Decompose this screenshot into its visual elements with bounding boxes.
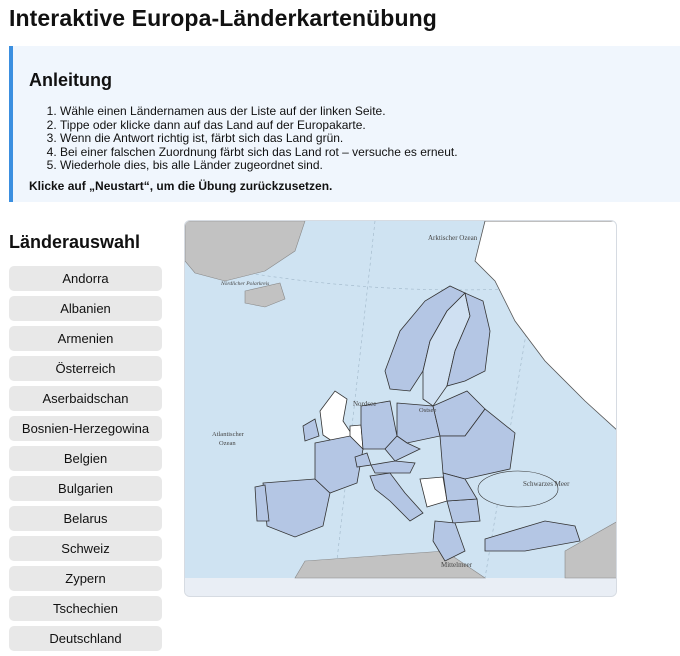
instructions-panel: Anleitung Wähle einen Ländernamen aus de… — [9, 46, 680, 202]
russia-landmass — [474, 221, 616, 430]
map-label-baltic: Ostsee — [419, 407, 436, 414]
country-button-bosnien-herzegowina[interactable]: Bosnien-Herzegowina — [9, 416, 162, 441]
country-turkey[interactable] — [484, 520, 581, 552]
country-czechia[interactable] — [384, 435, 421, 462]
country-button-albanien[interactable]: Albanien — [9, 296, 162, 321]
country-romania[interactable] — [442, 472, 478, 502]
instruction-step: Bei einer falschen Zuordnung färbt sich … — [60, 145, 458, 160]
country-portugal[interactable] — [254, 484, 270, 522]
country-ireland[interactable] — [302, 418, 320, 442]
country-button-belarus[interactable]: Belarus — [9, 506, 162, 531]
country-uk[interactable] — [319, 390, 354, 444]
country-button-schweiz[interactable]: Schweiz — [9, 536, 162, 561]
instruction-step: Tippe oder klicke dann auf das Land auf … — [60, 118, 458, 133]
country-button-belgien[interactable]: Belgien — [9, 446, 162, 471]
instruction-step: Wiederhole dies, bis alle Länder zugeord… — [60, 159, 458, 173]
instruction-step: Wähle einen Ländernamen aus der Liste au… — [60, 104, 458, 119]
map-label-north-sea: Nordsee — [353, 400, 376, 408]
map-footer-strip — [185, 578, 616, 596]
iceland-landmass — [244, 282, 286, 308]
country-list: Andorra Albanien Armenien Österreich Ase… — [9, 266, 162, 656]
country-poland[interactable] — [396, 402, 441, 444]
north-africa-landmass — [294, 550, 486, 579]
country-italy[interactable] — [369, 472, 424, 522]
europe-map: Arktischer Ozean Nördlicher Polarkreis A… — [185, 221, 616, 596]
country-button-tschechien[interactable]: Tschechien — [9, 596, 162, 621]
map-label-arctic: Arktischer Ozean — [428, 234, 478, 242]
instructions-heading: Anleitung — [29, 70, 112, 90]
country-button-deutschland[interactable]: Deutschland — [9, 626, 162, 651]
middle-east-landmass — [564, 521, 616, 579]
map-label-mediterranean: Mittelmeer — [441, 561, 473, 569]
instruction-step: Wenn die Antwort richtig ist, färbt sich… — [60, 132, 458, 146]
country-button-bulgarien[interactable]: Bulgarien — [9, 476, 162, 501]
map-label-atlantic-1: Atlantischer — [212, 431, 245, 438]
country-list-heading: Länderauswahl — [9, 232, 141, 252]
map-label-black-sea: Schwarzes Meer — [523, 480, 570, 488]
europe-map-panel: Arktischer Ozean Nördlicher Polarkreis A… — [184, 220, 617, 597]
country-button-zypern[interactable]: Zypern — [9, 566, 162, 591]
restart-note: Klicke auf „Neustart“, um die Übung zurü… — [29, 179, 333, 193]
map-label-atlantic-2: Ozean — [219, 440, 236, 447]
instructions-list: Wähle einen Ländernamen aus der Liste au… — [34, 104, 458, 173]
black-sea — [477, 470, 559, 508]
country-bulgaria[interactable] — [446, 498, 481, 524]
page-title: Interaktive Europa-Länderkartenübung — [9, 5, 437, 31]
country-greece[interactable] — [432, 520, 466, 562]
country-finland[interactable] — [446, 292, 491, 387]
country-austria[interactable] — [370, 460, 416, 474]
country-button-andorra[interactable]: Andorra — [9, 266, 162, 291]
country-button-aserbaidschan[interactable]: Aserbaidschan — [9, 386, 162, 411]
country-button-armenien[interactable]: Armenien — [9, 326, 162, 351]
greenland-landmass — [185, 221, 306, 282]
map-label-polar-circle: Nördlicher Polarkreis — [220, 281, 269, 287]
country-button-oesterreich[interactable]: Österreich — [9, 356, 162, 381]
